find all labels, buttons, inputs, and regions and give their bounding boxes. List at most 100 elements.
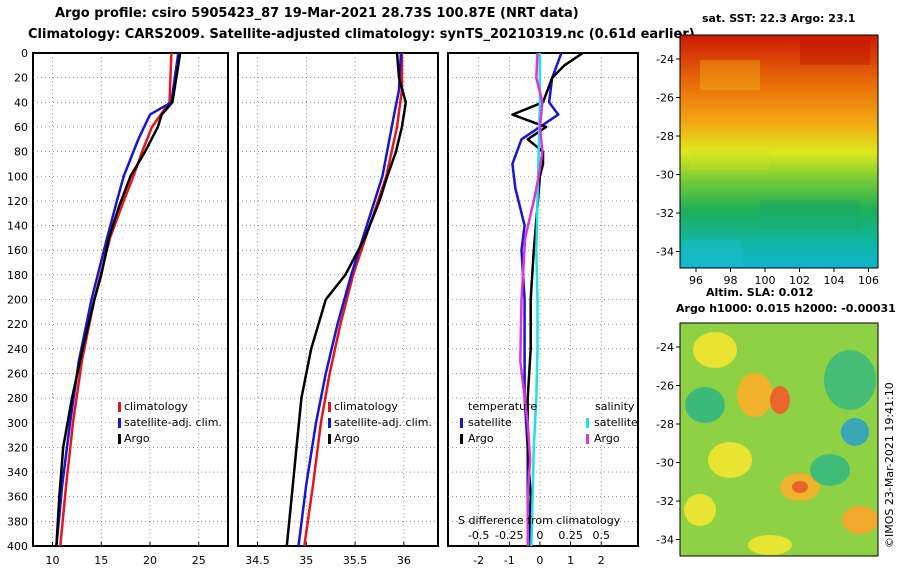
depth-tick-label: 160 bbox=[7, 244, 28, 257]
difference-legend: temperature satellite Argo salinity sate… bbox=[458, 400, 638, 527]
series-line-s-argo bbox=[519, 53, 544, 546]
series-line-climatology bbox=[303, 53, 404, 546]
x-tick-label: -2 bbox=[473, 554, 484, 567]
depth-tick-label: 180 bbox=[7, 269, 28, 282]
lat-tick-label: -30 bbox=[656, 169, 674, 182]
legend-argo-swatch bbox=[118, 434, 121, 444]
difference-xlabel: S difference from climatology bbox=[458, 514, 621, 527]
sla-map-title-line-2: Argo h1000: 0.015 h2000: -0.00031 bbox=[676, 302, 896, 315]
sst-lon-axis: 96 98 100 102 104 106 bbox=[689, 268, 879, 287]
legend-argo-label: Argo bbox=[124, 432, 150, 445]
depth-tick-label: 380 bbox=[7, 515, 28, 528]
title-line-2: Climatology: CARS2009. Satellite-adjuste… bbox=[28, 27, 695, 42]
legend-satellite-label: satellite-adj. clim. bbox=[334, 416, 432, 429]
sla-map-blobs bbox=[684, 332, 878, 555]
depth-tick-label: 340 bbox=[7, 466, 28, 479]
depth-tick-label: 400 bbox=[7, 540, 28, 553]
lat-tick-label: -24 bbox=[656, 341, 674, 354]
legend-s-satellite-swatch bbox=[586, 418, 589, 428]
lon-tick-label: 102 bbox=[789, 274, 810, 287]
series-line-argo bbox=[285, 53, 408, 546]
x-tick-label: 34.5 bbox=[245, 554, 270, 567]
sst-lat-axis: -24 -26 -28 -30 -32 -34 bbox=[656, 53, 680, 259]
legend-s-argo-label: Argo bbox=[594, 432, 620, 445]
legend-satellite-label: satellite-adj. clim. bbox=[124, 416, 222, 429]
lat-tick-label: -30 bbox=[656, 457, 674, 470]
legend-s-satellite-label: satellite bbox=[594, 416, 638, 429]
series-line-climatology bbox=[59, 53, 173, 546]
lat-tick-label: -32 bbox=[656, 207, 674, 220]
lat-tick-label: -28 bbox=[656, 418, 674, 431]
lat-tick-label: -26 bbox=[656, 380, 674, 393]
x-tick-label: 20 bbox=[143, 554, 157, 567]
sst-map-image bbox=[680, 35, 878, 268]
legend-t-satellite-swatch bbox=[460, 418, 463, 428]
legend-salinity-header: salinity bbox=[595, 400, 635, 413]
depth-tick-label: 20 bbox=[14, 72, 28, 85]
lon-tick-label: 104 bbox=[824, 274, 845, 287]
x-tick-label: -1 bbox=[504, 554, 515, 567]
lon-tick-label: 98 bbox=[724, 274, 738, 287]
series-line-t-argo bbox=[511, 53, 584, 546]
series-line-t-satellite bbox=[511, 53, 563, 546]
series-line-satellite-adj-clim- bbox=[55, 53, 180, 546]
depth-tick-label: 300 bbox=[7, 417, 28, 430]
depth-tick-label: 100 bbox=[7, 170, 28, 183]
depth-tick-label: 320 bbox=[7, 441, 28, 454]
depth-tick-label: 140 bbox=[7, 220, 28, 233]
temperature-legend: climatology satellite-adj. clim. Argo bbox=[118, 400, 222, 445]
depth-tick-label: 120 bbox=[7, 195, 28, 208]
lat-tick-label: -34 bbox=[656, 246, 674, 259]
lat-tick-label: -26 bbox=[656, 92, 674, 105]
depth-tick-label: 40 bbox=[14, 96, 28, 109]
depth-tick-label: 240 bbox=[7, 343, 28, 356]
x-tick-label: 25 bbox=[192, 554, 206, 567]
depth-tick-label: 260 bbox=[7, 367, 28, 380]
sla-map-frame bbox=[679, 322, 879, 557]
lon-tick-label: 106 bbox=[858, 274, 879, 287]
x-tick-label: 36 bbox=[397, 554, 411, 567]
lat-tick-label: -34 bbox=[656, 534, 674, 547]
x2-tick-label: 0 bbox=[536, 529, 543, 542]
sla-lat-axis: -24 -26 -28 -30 -32 -34 bbox=[656, 341, 680, 547]
legend-argo-label: Argo bbox=[334, 432, 360, 445]
depth-tick-label: 0 bbox=[21, 47, 28, 60]
depth-tick-label: 220 bbox=[7, 318, 28, 331]
x2-tick-label: 0.5 bbox=[592, 529, 610, 542]
series-line-argo bbox=[55, 53, 182, 546]
legend-satellite-swatch bbox=[118, 418, 121, 428]
depth-tick-label: 60 bbox=[14, 121, 28, 134]
lat-tick-label: -24 bbox=[656, 53, 674, 66]
lon-tick-label: 96 bbox=[689, 274, 703, 287]
x-tick-label: 10 bbox=[46, 554, 60, 567]
sst-map-title: sat. SST: 22.3 Argo: 23.1 bbox=[702, 12, 855, 25]
legend-climatology-label: climatology bbox=[124, 400, 188, 413]
x-tick-label: 0 bbox=[536, 554, 543, 567]
legend-satellite-swatch bbox=[328, 418, 331, 428]
depth-tick-label: 280 bbox=[7, 392, 28, 405]
legend-argo-swatch bbox=[328, 434, 331, 444]
legend-t-argo-swatch bbox=[460, 434, 463, 444]
x-tick-label: 2 bbox=[598, 554, 605, 567]
legend-t-satellite-label: satellite bbox=[468, 416, 512, 429]
legend-climatology-label: climatology bbox=[334, 400, 398, 413]
credit-text: ©IMOS 23-Mar-2021 19:41:10 bbox=[883, 382, 896, 548]
depth-tick-label: 200 bbox=[7, 294, 28, 307]
sst-map-texture bbox=[682, 40, 870, 266]
x-tick-label: 35.5 bbox=[343, 554, 368, 567]
lat-tick-label: -28 bbox=[656, 130, 674, 143]
x2-tick-label: -0.5 bbox=[468, 529, 489, 542]
salinity-legend: climatology satellite-adj. clim. Argo bbox=[328, 400, 432, 445]
legend-t-argo-label: Argo bbox=[468, 432, 494, 445]
depth-tick-label: 80 bbox=[14, 146, 28, 159]
x-tick-label: 1 bbox=[567, 554, 574, 567]
depth-tick-label: 360 bbox=[7, 491, 28, 504]
x2-tick-label: 0.25 bbox=[558, 529, 583, 542]
legend-temperature-header: temperature bbox=[468, 400, 537, 413]
series-line-s-satellite bbox=[530, 53, 542, 546]
x-tick-label: 35 bbox=[299, 554, 313, 567]
sla-map-title-line-1: Altim. SLA: 0.012 bbox=[706, 286, 813, 299]
lat-tick-label: -32 bbox=[656, 495, 674, 508]
x2-tick-label: -0.25 bbox=[495, 529, 523, 542]
